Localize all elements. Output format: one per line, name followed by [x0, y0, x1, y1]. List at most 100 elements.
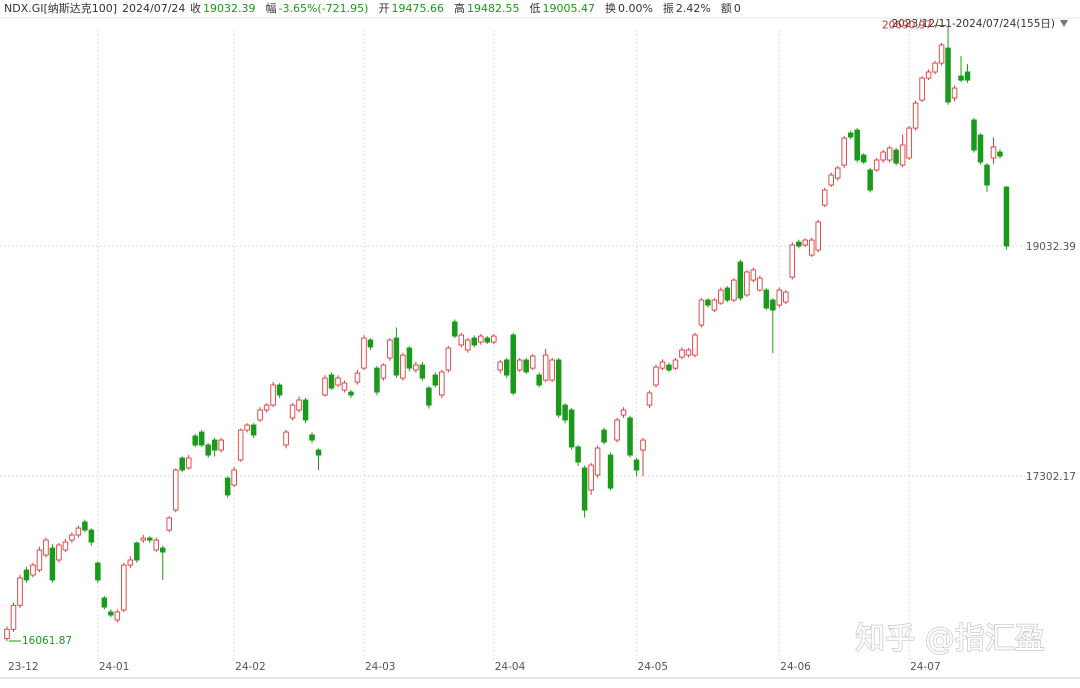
candle-body: [198, 431, 205, 446]
candle-body: [646, 392, 653, 406]
candle-body: [452, 321, 458, 337]
candle-body: [886, 147, 893, 161]
candle-body: [938, 44, 945, 64]
candle-body: [958, 75, 964, 81]
candle-body: [56, 544, 62, 561]
candle-body: [919, 77, 925, 101]
candle-body: [250, 424, 257, 436]
header-value: -3.65%(-721.95): [279, 2, 369, 15]
candle-body: [36, 549, 43, 571]
candle-body: [160, 547, 166, 553]
candle-body: [685, 349, 692, 356]
candle-body: [912, 102, 919, 129]
candle-body: [114, 611, 121, 621]
candle-body: [75, 527, 82, 536]
candle-body: [555, 359, 562, 416]
candle-body: [893, 149, 899, 164]
candle-body: [218, 439, 224, 451]
candle-body: [724, 287, 731, 301]
candle-body: [419, 364, 426, 379]
y-tick-label: 19032.39: [1026, 241, 1076, 253]
candle-body: [465, 339, 471, 351]
candle-body: [763, 289, 770, 309]
candle-body: [750, 269, 757, 281]
candle-body: [997, 151, 1003, 157]
candle-body: [964, 71, 971, 81]
candle-body: [413, 364, 419, 371]
candle-body: [348, 391, 354, 396]
header-value: 0.00%: [618, 2, 653, 15]
candle-body: [172, 469, 179, 511]
candle-body: [627, 417, 633, 456]
candle-body: [899, 144, 906, 166]
candle-body: [873, 159, 880, 171]
candle-body: [698, 299, 705, 326]
candle-body: [984, 164, 990, 186]
candle-body: [757, 277, 763, 291]
header-label: 额: [721, 2, 732, 15]
candle-body: [925, 71, 932, 79]
header-label: 振: [663, 1, 674, 15]
candle-body: [679, 349, 685, 358]
candle-body: [594, 447, 601, 476]
candle-body: [49, 547, 56, 581]
candle-body: [147, 537, 153, 541]
candle-body: [737, 261, 744, 299]
candle-body: [270, 384, 276, 406]
candle-body: [906, 127, 912, 159]
candle-body: [387, 339, 393, 359]
header: NDX.GI[纳斯达克100] 2024/07/24 收 19032.39 幅 -3.…: [4, 1, 741, 15]
candle-body: [977, 134, 984, 163]
header-label: 高: [454, 1, 465, 15]
candle-body: [426, 387, 432, 406]
candle-body: [672, 359, 679, 369]
candle-body: [860, 154, 867, 163]
x-tick-label: 24-06: [780, 661, 811, 673]
candle-body: [62, 541, 69, 551]
candle-body: [10, 604, 17, 630]
candle-body: [166, 517, 172, 531]
candle-body: [497, 361, 503, 371]
header-value: 19482.55: [467, 2, 520, 15]
candle-body: [95, 562, 101, 581]
candle-body: [932, 62, 938, 73]
date-range[interactable]: 2023/12/11-2024/07/24(155日): [891, 18, 1055, 30]
candle-body: [43, 539, 49, 556]
candle-body: [361, 337, 367, 369]
header-label: 收: [190, 1, 201, 15]
candle-body: [374, 367, 380, 393]
candle-body: [224, 477, 231, 496]
candle-body: [1003, 186, 1010, 247]
candle-body: [380, 364, 387, 379]
candle-body: [367, 339, 374, 348]
candles: [4, 25, 1010, 641]
candle-body: [990, 146, 997, 159]
x-tick-label: 24-05: [638, 661, 669, 673]
candle-body: [854, 129, 860, 161]
symbol: NDX.GI[纳斯达克100]: [4, 2, 117, 15]
candle-body: [770, 299, 776, 311]
candle-body: [529, 355, 536, 369]
candle-body: [121, 564, 127, 611]
candle-body: [659, 361, 666, 369]
header-label: 开: [378, 2, 389, 15]
candle-body: [354, 372, 361, 383]
candle-body: [809, 239, 815, 256]
candle-body: [711, 299, 718, 311]
candle-body: [445, 347, 452, 371]
range-dropdown[interactable]: [1060, 20, 1068, 27]
candle-body: [406, 347, 413, 369]
candle-body: [601, 429, 607, 443]
candle-body: [322, 377, 328, 396]
x-tick-label: 24-02: [235, 661, 266, 673]
candle-body: [796, 241, 802, 247]
candle-body: [841, 137, 847, 166]
candle-body: [439, 371, 445, 396]
x-tick-label: 24-01: [99, 661, 130, 673]
candle-body: [880, 151, 886, 161]
candle-body: [867, 169, 873, 191]
candle-body: [4, 628, 10, 640]
candle-body: [607, 454, 614, 489]
